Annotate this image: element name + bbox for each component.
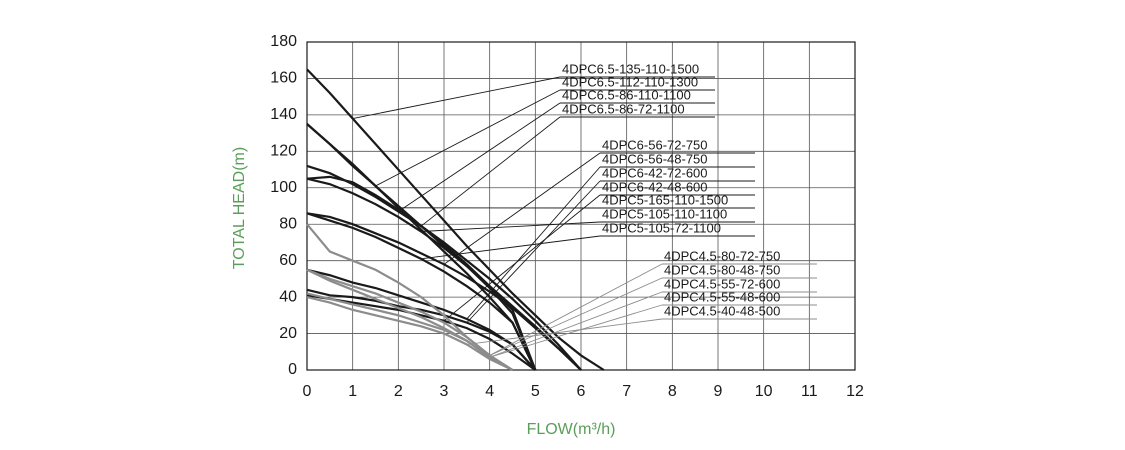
x-tick-label: 3 — [440, 383, 449, 400]
legend-label: 4DPC4.5-40-48-500 — [664, 303, 780, 318]
leader-line — [421, 221, 601, 232]
legend-label: 4DPC5-165-110-1500 — [602, 192, 728, 207]
legend-label: 4DPC6.5-86-110-1100 — [562, 87, 691, 102]
y-tick-label: 60 — [279, 252, 297, 269]
legend-label: 4DPC5-105-72-1100 — [602, 220, 721, 235]
y-tick-label: 180 — [270, 33, 297, 50]
leader-line — [398, 102, 561, 212]
leader-line — [466, 318, 663, 345]
leader-line — [489, 277, 663, 356]
leader-line — [421, 235, 601, 260]
x-tick-label: 6 — [577, 383, 586, 400]
x-tick-label: 7 — [622, 383, 631, 400]
x-tick-label: 12 — [846, 383, 864, 400]
curve — [306, 292, 514, 371]
x-tick-label: 0 — [303, 383, 312, 400]
y-tick-label: 20 — [279, 325, 297, 342]
legend-label: 4DPC4.5-80-48-750 — [664, 262, 780, 277]
x-tick-label: 10 — [755, 383, 773, 400]
curve — [306, 68, 605, 371]
legend-label: 4DPC6.5-135-110-1500 — [562, 61, 699, 76]
x-axis-title: FLOW(m³/h) — [527, 421, 616, 438]
y-tick-label: 120 — [270, 143, 297, 160]
legend-label: 4DPC6-56-48-750 — [602, 151, 708, 166]
curve — [306, 123, 582, 371]
leader-line — [375, 89, 561, 187]
legend-label: 4DPC4.5-80-72-750 — [664, 248, 780, 263]
legend-label: 4DPC4.5-55-72-600 — [664, 276, 780, 291]
y-tick-label: 40 — [279, 288, 297, 305]
x-tick-label: 9 — [714, 383, 723, 400]
leader-line — [443, 194, 601, 322]
legend-label: 4DPC6-42-72-600 — [602, 165, 708, 180]
y-tick-label: 160 — [270, 70, 297, 87]
x-tick-label: 5 — [531, 383, 540, 400]
legend-label: 4DPC6.5-112-110-1300 — [562, 74, 698, 89]
legend-label: 4DPC6-56-72-750 — [602, 137, 708, 152]
x-tick-label: 2 — [394, 383, 403, 400]
leader-line — [466, 180, 601, 323]
leader-line — [489, 263, 663, 356]
leader-line — [352, 76, 561, 119]
curve — [306, 175, 537, 371]
curve — [306, 294, 536, 371]
x-tick-label: 1 — [348, 383, 357, 400]
leader-line — [466, 166, 601, 320]
x-tick-label: 8 — [668, 383, 677, 400]
y-tick-label: 80 — [279, 215, 297, 232]
legend-label: 4DPC4.5-55-48-600 — [664, 289, 780, 304]
curve — [306, 123, 537, 371]
x-tick-label: 4 — [485, 383, 494, 400]
y-tick-label: 100 — [270, 179, 297, 196]
leader-line — [443, 152, 601, 265]
leader-line — [489, 304, 663, 358]
y-axis-title: TOTAL HEAD(m) — [231, 147, 248, 269]
curve — [306, 296, 513, 371]
curve — [306, 268, 514, 371]
y-tick-label: 0 — [288, 361, 297, 378]
legend-label: 4DPC6-42-48-600 — [602, 179, 708, 194]
legend-label: 4DPC5-105-110-1100 — [602, 206, 727, 221]
x-tick-label: 11 — [801, 383, 818, 400]
leader-line — [420, 116, 561, 227]
curve — [306, 288, 537, 371]
leader-line — [489, 291, 663, 358]
curve — [306, 164, 582, 371]
y-tick-label: 140 — [270, 106, 297, 123]
legend-label: 4DPC6.5-86-72-1100 — [562, 101, 685, 116]
